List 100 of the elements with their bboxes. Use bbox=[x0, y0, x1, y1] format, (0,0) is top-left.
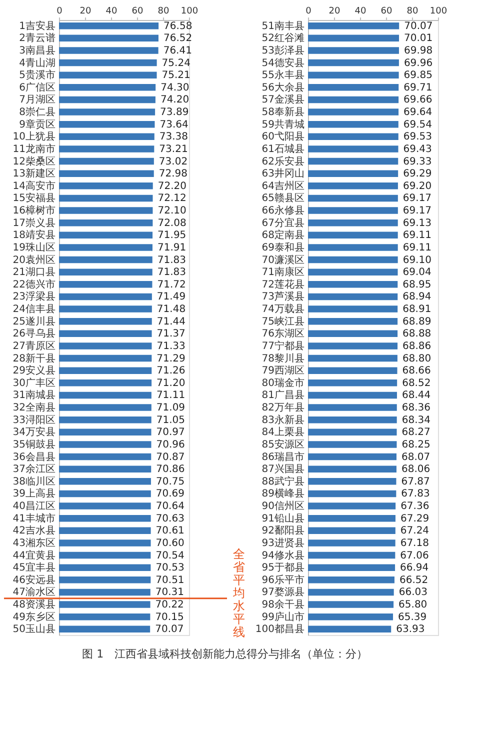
data-label: 68.06 bbox=[401, 464, 430, 476]
data-label: 70.60 bbox=[156, 538, 184, 549]
data-label: 71.48 bbox=[156, 304, 186, 316]
bar bbox=[308, 330, 398, 338]
bar bbox=[308, 416, 397, 424]
y-tick-label: 10上犹县 bbox=[12, 130, 56, 143]
data-label: 71.83 bbox=[157, 254, 186, 266]
bar bbox=[308, 564, 396, 571]
y-tick-label: 70濂溪区 bbox=[262, 254, 304, 266]
data-label: 71.20 bbox=[156, 378, 186, 389]
data-label: 63.93 bbox=[396, 624, 425, 636]
bar bbox=[308, 404, 397, 411]
data-label: 68.89 bbox=[402, 316, 432, 328]
data-label: 68.86 bbox=[402, 340, 432, 352]
bar bbox=[59, 318, 152, 325]
data-label: 76.58 bbox=[164, 20, 192, 32]
data-label: 71.44 bbox=[156, 316, 186, 328]
y-tick-label: 91铅山县 bbox=[262, 512, 304, 524]
bar bbox=[59, 490, 151, 498]
bar bbox=[59, 96, 156, 104]
bar bbox=[59, 268, 152, 276]
text: 图 1 江西省县域科技创新能力总得分与排名（单位：分） bbox=[82, 648, 368, 661]
bar bbox=[59, 207, 153, 214]
y-tick-label: 63井冈山 bbox=[262, 168, 304, 180]
data-label: 68.36 bbox=[402, 402, 431, 414]
data-label: 65.80 bbox=[398, 600, 428, 611]
bar bbox=[308, 72, 399, 78]
y-tick-label: 50玉山县 bbox=[12, 623, 56, 636]
y-tick-label: 54德安县 bbox=[262, 56, 304, 69]
bar bbox=[308, 120, 398, 128]
data-label: 67.18 bbox=[400, 538, 429, 549]
y-tick-label: 65赣县区 bbox=[262, 192, 304, 204]
data-label: 67.83 bbox=[401, 488, 430, 500]
data-label: 69.10 bbox=[402, 254, 432, 266]
bar bbox=[59, 133, 154, 140]
bar bbox=[59, 281, 152, 288]
data-label: 70.75 bbox=[156, 476, 185, 488]
bar bbox=[308, 84, 399, 91]
y-tick-label: 30广丰区 bbox=[12, 376, 56, 389]
data-label: 74.30 bbox=[160, 82, 190, 94]
bar bbox=[59, 293, 152, 300]
bar bbox=[308, 540, 396, 546]
data-label: 68.34 bbox=[402, 414, 430, 426]
bar bbox=[308, 478, 396, 485]
data-label: 67.06 bbox=[400, 550, 429, 562]
data-label: 71.05 bbox=[156, 414, 186, 426]
x-tick-label: 100 bbox=[180, 6, 198, 16]
y-tick-label: 59共青城 bbox=[262, 118, 304, 130]
data-label: 71.37 bbox=[156, 328, 186, 340]
bar bbox=[308, 367, 398, 374]
bar bbox=[308, 613, 394, 620]
bar bbox=[59, 367, 152, 374]
data-label: 71.26 bbox=[156, 366, 186, 377]
bar bbox=[59, 466, 152, 472]
data-label: 71.91 bbox=[157, 242, 186, 254]
data-label: 73.02 bbox=[158, 156, 188, 168]
bar bbox=[59, 84, 156, 91]
bar bbox=[59, 588, 150, 596]
bar bbox=[308, 354, 398, 362]
y-tick-label: 49东乡区 bbox=[12, 610, 56, 623]
y-tick-label: 42吉水县 bbox=[12, 524, 56, 537]
y-tick-label: 58奉新县 bbox=[262, 106, 304, 118]
y-tick-label: 37余江区 bbox=[12, 463, 56, 476]
x-tick-label: 40 bbox=[354, 6, 366, 16]
y-tick-label: 75峡江县 bbox=[262, 315, 304, 328]
bar bbox=[59, 416, 152, 424]
y-tick-label: 84上栗县 bbox=[262, 426, 304, 438]
y-tick-label: 82万年县 bbox=[262, 402, 304, 414]
bar bbox=[308, 552, 396, 559]
data-label: 69.96 bbox=[404, 58, 433, 69]
data-label: 68.66 bbox=[402, 366, 431, 377]
bar bbox=[59, 527, 151, 534]
bar bbox=[308, 466, 396, 472]
data-label: 70.54 bbox=[156, 550, 184, 562]
data-label: 70.63 bbox=[156, 513, 184, 524]
data-label: 69.17 bbox=[402, 193, 432, 204]
bar bbox=[59, 404, 152, 411]
bar bbox=[308, 170, 398, 177]
bar bbox=[308, 47, 399, 54]
y-tick-label: 44宜黄县 bbox=[12, 549, 56, 562]
y-tick-label: 72莲花县 bbox=[262, 278, 304, 290]
ref-line-label: 全省平均水平线 bbox=[232, 547, 245, 640]
bar bbox=[59, 613, 150, 620]
bar bbox=[308, 380, 398, 386]
data-label: 69.17 bbox=[402, 206, 432, 217]
data-label: 73.64 bbox=[160, 119, 188, 130]
y-tick-label: 4青山湖 bbox=[19, 56, 56, 69]
bar bbox=[308, 108, 399, 116]
data-label: 72.20 bbox=[158, 180, 186, 192]
y-tick-label: 76东湖区 bbox=[262, 328, 304, 340]
bar bbox=[308, 318, 398, 325]
data-label: 70.53 bbox=[156, 562, 184, 574]
bar bbox=[59, 244, 152, 251]
y-tick-label: 2青云谱 bbox=[19, 32, 56, 44]
y-tick-label: 13新建区 bbox=[12, 168, 56, 180]
bar bbox=[59, 564, 151, 571]
y-tick-label: 88武宁县 bbox=[262, 475, 304, 488]
bar bbox=[308, 182, 398, 190]
data-label: 68.80 bbox=[402, 353, 432, 364]
y-tick-label: 47渝水区 bbox=[12, 586, 56, 598]
